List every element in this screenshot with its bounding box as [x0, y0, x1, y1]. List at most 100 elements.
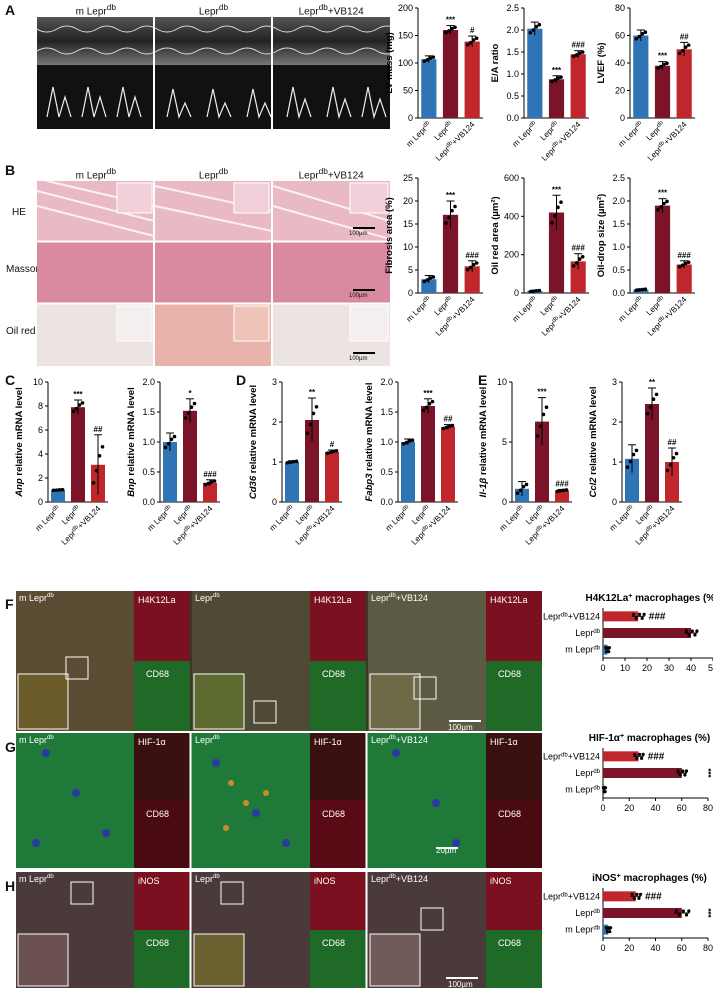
data-point [431, 55, 436, 59]
bar [625, 458, 639, 502]
data-point [427, 402, 432, 406]
data-point [537, 288, 542, 293]
sig-label: *** [552, 185, 562, 194]
col-title-2: Leprdb [198, 2, 229, 18]
panel-label-b: B [5, 162, 16, 178]
y-tick-label: Leprdb+VB124 [543, 891, 600, 901]
bar [442, 214, 459, 293]
fluor-group-label: m Leprdb [19, 874, 54, 884]
chart-fibrosis: 0 5 10 15 20 25 Fibrosis area (%) m Leprdb *** Le… [384, 173, 483, 338]
sig-label: ### [649, 611, 666, 622]
y-tick-label: 20 [615, 86, 625, 96]
data-point [334, 449, 339, 453]
bar [633, 35, 649, 118]
y-tick-label: 10 [33, 377, 43, 387]
sig-label: ## [444, 415, 453, 424]
histo-title-2: Leprdb [198, 166, 229, 182]
data-point [212, 479, 217, 483]
data-point [676, 769, 680, 773]
data-point [183, 416, 188, 420]
chart-fabp3: 0.0 0.5 1.0 1.5 2.0 Fabp3 relative mRNA level… [364, 377, 458, 547]
data-point [635, 892, 639, 896]
data-point [80, 401, 85, 405]
marker-label: HIF-1α [138, 737, 166, 747]
data-point [634, 37, 639, 41]
y-axis-title: Oil red area (µm²) [490, 196, 501, 274]
data-point [681, 909, 685, 913]
x-tick-label: m Leprdb [608, 504, 637, 533]
chart-oildrop: 0.0 0.5 1.0 1.5 2.0 2.5 Oil-drop size (µm²) m L… [596, 173, 695, 338]
data-point [639, 756, 644, 760]
marker-label: iNOS [138, 876, 160, 886]
x-tick-label: m Leprdb [268, 504, 297, 533]
scale-he: 100µm [349, 231, 368, 237]
y-tick-label: 40 [615, 58, 625, 68]
y-tick-label: 10 [403, 242, 413, 252]
y-tick-label: 6 [38, 425, 43, 435]
data-point [468, 265, 473, 270]
y-tick-label: 100 [398, 58, 413, 68]
x-tick-label: 20 [624, 943, 634, 953]
data-point [693, 633, 697, 637]
y-tick-label: 200 [504, 250, 519, 260]
histo-title-1: m Leprdb [75, 166, 117, 182]
bar [183, 410, 197, 502]
x-tick-label: 10 [620, 663, 630, 673]
cd68-label: CD68 [322, 938, 346, 948]
y-tick-label: 1.5 [506, 47, 519, 57]
data-point [305, 431, 310, 436]
cd68-label: CD68 [146, 938, 170, 948]
data-point [648, 405, 653, 410]
sig-label: * [188, 389, 192, 398]
sig-label: ### [203, 470, 217, 479]
marker-label: iNOS [314, 876, 336, 886]
bar [603, 768, 682, 778]
y-tick-label: 1.0 [506, 69, 519, 79]
data-point [631, 612, 636, 616]
data-point [206, 481, 211, 486]
data-point [311, 411, 316, 416]
data-point [553, 214, 557, 218]
data-point [654, 392, 659, 397]
sig-label: *** [446, 16, 456, 25]
bar [535, 421, 549, 502]
bar [603, 751, 639, 762]
data-point [453, 25, 457, 30]
data-point [535, 434, 540, 438]
data-point [637, 896, 641, 900]
y-axis-title: E/A ratio [490, 43, 501, 82]
chart-oilred: 0 200 400 600 Oil red area (µm²) m Leprdb *** L… [490, 173, 589, 338]
bar [665, 462, 679, 502]
data-point [186, 411, 191, 416]
data-point [640, 32, 645, 36]
data-point [684, 769, 689, 773]
bar [421, 406, 435, 502]
data-point [577, 51, 582, 55]
data-point [444, 221, 448, 225]
y-tick-label: 2 [272, 417, 277, 427]
data-point [634, 448, 639, 453]
scale-label: 100µm [448, 723, 473, 732]
data-point [683, 45, 688, 49]
data-point [314, 405, 319, 409]
marker-label: iNOS [490, 876, 512, 886]
bar [442, 30, 459, 118]
fluor-group-label: Leprdb [195, 735, 220, 745]
scale-oilred: 100µm [349, 356, 368, 362]
data-point [556, 205, 560, 210]
data-point [684, 629, 688, 633]
data-point [640, 616, 644, 620]
sig-label: *** [73, 390, 83, 399]
bar [633, 289, 649, 293]
data-point [687, 633, 691, 637]
x-tick-label: 60 [677, 943, 687, 953]
data-point [294, 459, 299, 464]
x-tick-label: m Leprdb [511, 120, 540, 149]
chart-il1b: 0 5 10 Il-1β relative mRNA level m Leprdb ***… [478, 377, 572, 547]
y-axis-title: Ccl2 relative mRNA level [588, 386, 599, 497]
y-tick-label: Leprdb [575, 908, 600, 918]
data-point [678, 773, 682, 777]
data-point [291, 459, 296, 464]
x-tick-label: 80 [703, 943, 713, 953]
